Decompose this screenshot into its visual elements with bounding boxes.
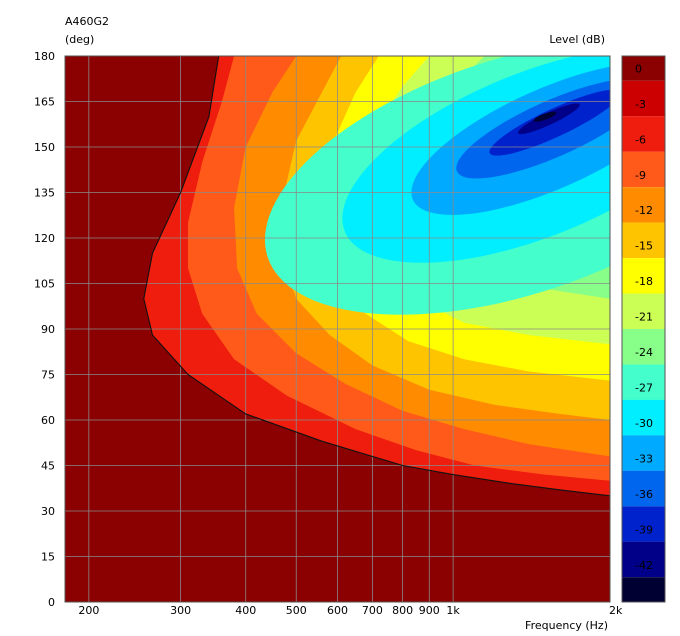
colorbar-swatch — [622, 222, 665, 259]
y-tick-label: 15 — [41, 551, 55, 564]
contour-band — [517, 103, 580, 135]
colorbar-swatch — [622, 293, 665, 329]
colorbar-tick-label: -18 — [635, 275, 653, 288]
y-tick-label: 105 — [34, 278, 55, 291]
colorbar-swatch — [622, 56, 665, 81]
colorbar-tick-label: -27 — [635, 382, 653, 395]
plot-border — [64, 55, 611, 603]
y-tick-label: 180 — [34, 50, 55, 63]
x-tick-label: 700 — [362, 604, 383, 617]
colorbar-swatch — [622, 258, 665, 294]
y-tick-label: 150 — [34, 141, 55, 154]
colorbar-tick-label: 0 — [635, 62, 642, 75]
x-axis: 200 300 400 500 600 700 800 900 1k 2k — [78, 604, 623, 617]
x-tick-label: 600 — [327, 604, 348, 617]
x-tick-label: 1k — [446, 604, 460, 617]
colorbar-swatch — [622, 435, 665, 471]
colorbar-tick-label: -39 — [635, 523, 653, 536]
colorbar-swatch — [622, 541, 665, 578]
contour-band — [489, 89, 610, 156]
level-field — [65, 56, 610, 602]
colorbar-tick-label: -30 — [635, 417, 653, 430]
colorbar-tick-label: -24 — [635, 346, 653, 359]
x-axis-label: Frequency (Hz) — [525, 619, 608, 632]
colorbar-tick-label: -9 — [635, 169, 646, 182]
colorbar-swatch — [622, 577, 665, 602]
contour-band — [533, 111, 557, 122]
colorbar-tick-label: -15 — [635, 240, 653, 253]
x-tick-label: 2k — [609, 604, 623, 617]
x-tick-label: 800 — [392, 604, 413, 617]
chart-title: A460G2 — [65, 15, 109, 28]
colorbar-swatch — [622, 151, 665, 188]
colorbar-tick-label: -42 — [635, 559, 653, 572]
colorbar-swatch — [622, 80, 665, 117]
colorbar-label: Level (dB) — [549, 33, 605, 46]
contour-line — [143, 56, 610, 497]
y-tick-label: 60 — [41, 414, 55, 427]
colorbar-tick-label: -6 — [635, 133, 646, 146]
colorbar-swatch — [622, 187, 665, 223]
colorbar: 0 -3 -6 -9 -12 -15 -18 -21 -24 -27 -30 -33 -36 -39 -42 — [621, 55, 666, 603]
y-tick-label: 90 — [41, 323, 55, 336]
x-tick-label: 400 — [235, 604, 256, 617]
y-axis-label: (deg) — [65, 33, 94, 46]
y-tick-label: 165 — [34, 96, 55, 109]
x-tick-label: 200 — [78, 604, 99, 617]
y-tick-label: 45 — [41, 460, 55, 473]
colorbar-tick-label: -21 — [635, 311, 653, 324]
y-tick-label: 30 — [41, 505, 55, 518]
y-tick-label: 0 — [48, 596, 55, 609]
colorbar-border — [621, 55, 666, 603]
colorbar-swatch — [622, 116, 665, 152]
y-tick-label: 135 — [34, 187, 55, 200]
colorbar-swatch — [622, 470, 665, 507]
y-axis: 0 15 30 45 60 75 90 105 120 135 150 165 180 — [34, 50, 55, 609]
colorbar-tick-label: -12 — [635, 204, 653, 217]
y-tick-label: 75 — [41, 369, 55, 382]
colorbar-swatch — [622, 506, 665, 542]
colorbar-swatch — [622, 329, 665, 365]
colorbar-tick-label: -3 — [635, 98, 646, 111]
x-tick-label: 900 — [419, 604, 440, 617]
colorbar-swatch — [622, 399, 665, 436]
x-tick-label: 500 — [286, 604, 307, 617]
y-tick-label: 120 — [34, 232, 55, 245]
plot-area — [64, 55, 611, 603]
x-tick-label: 300 — [170, 604, 191, 617]
colorbar-tick-label: -33 — [635, 452, 653, 465]
colorbar-swatch — [622, 364, 665, 400]
colorbar-tick-label: -36 — [635, 488, 653, 501]
